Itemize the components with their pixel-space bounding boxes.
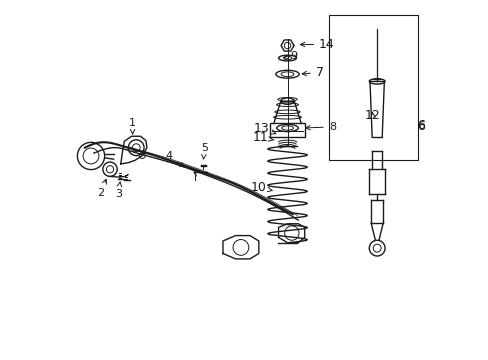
Text: 11: 11 bbox=[252, 131, 273, 144]
Text: 10: 10 bbox=[250, 181, 272, 194]
Text: 8: 8 bbox=[305, 122, 335, 132]
Text: 5: 5 bbox=[201, 143, 207, 159]
Text: 12: 12 bbox=[364, 109, 380, 122]
Text: 6: 6 bbox=[416, 119, 424, 132]
Text: 3: 3 bbox=[115, 182, 122, 199]
Text: 4: 4 bbox=[165, 150, 183, 167]
Text: 2: 2 bbox=[97, 179, 106, 198]
Text: 14: 14 bbox=[300, 38, 334, 51]
Text: 13: 13 bbox=[253, 122, 275, 135]
Text: 6: 6 bbox=[416, 120, 424, 133]
Text: 7: 7 bbox=[302, 66, 323, 79]
Text: 1: 1 bbox=[129, 118, 136, 134]
Text: 9: 9 bbox=[284, 51, 297, 61]
Bar bbox=[328, 15, 418, 160]
Bar bbox=[270, 123, 304, 137]
